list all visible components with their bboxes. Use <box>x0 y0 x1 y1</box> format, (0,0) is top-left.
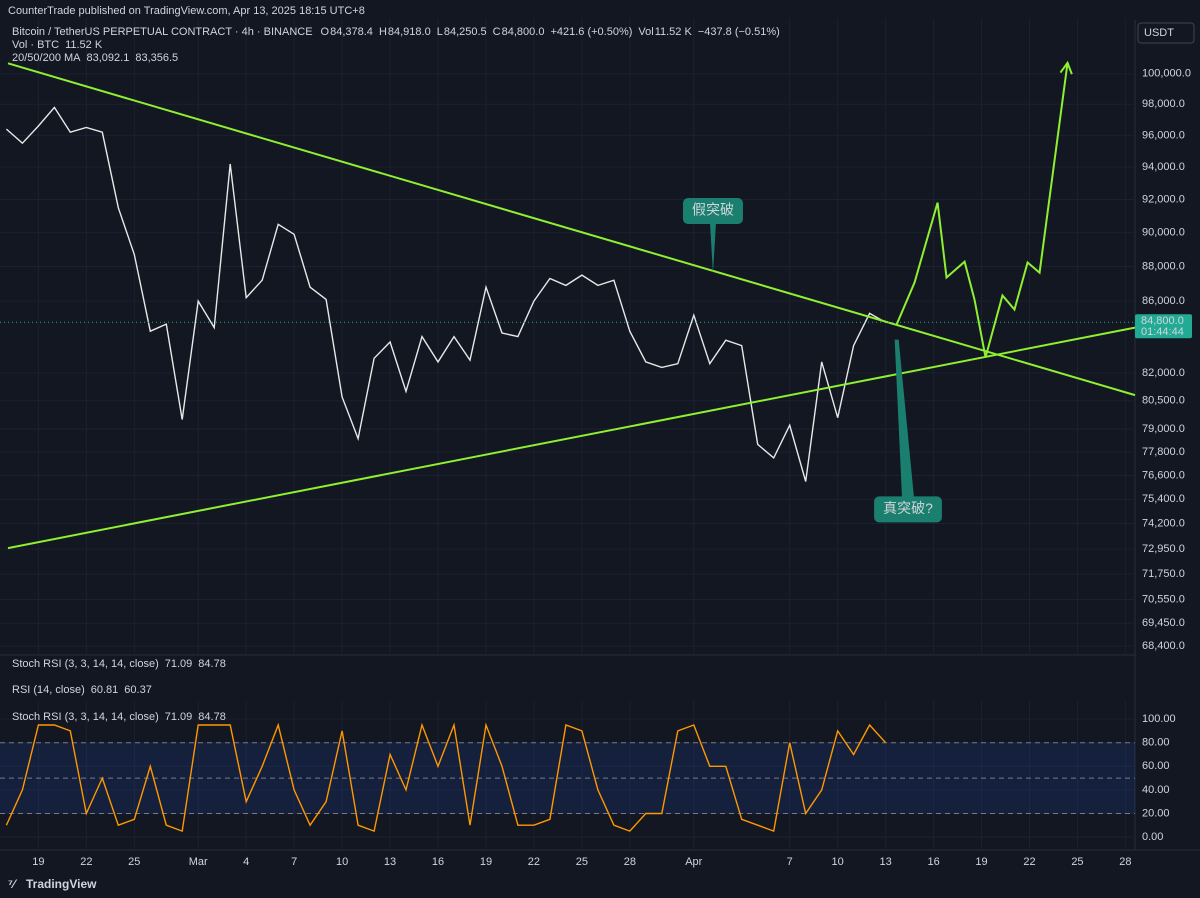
x-tick-label: 10 <box>336 856 348 868</box>
pane-legend: RSI (14, close) <box>12 684 85 696</box>
pane-value: 84.78 <box>198 658 226 670</box>
y-tick-label: 100.00 <box>1142 713 1176 725</box>
y-tick-label: 76,600.0 <box>1142 469 1185 481</box>
y-tick-label: 82,000.0 <box>1142 367 1185 379</box>
x-tick-label: 19 <box>480 856 492 868</box>
y-tick-label: 74,200.0 <box>1142 517 1185 529</box>
vol-value: 11.52 K <box>655 26 693 38</box>
y-tick-label: 96,000.0 <box>1142 129 1185 141</box>
pane-value: 84.78 <box>198 711 226 723</box>
y-tick-label: 90,000.0 <box>1142 227 1185 239</box>
y-tick-label: 40.00 <box>1142 784 1170 796</box>
pane-legend: Stoch RSI (3, 3, 14, 14, close) <box>12 711 159 723</box>
x-tick-label: 22 <box>1023 856 1035 868</box>
x-tick-label: 22 <box>528 856 540 868</box>
y-tick-label: 100,000.0 <box>1142 68 1191 80</box>
x-tick-label: 16 <box>432 856 444 868</box>
currency-box <box>1137 22 1195 44</box>
x-tick-label: 25 <box>576 856 588 868</box>
last-price-box <box>1135 314 1192 339</box>
y-tick-label: 86,000.0 <box>1142 295 1185 307</box>
projection-path <box>895 62 1069 358</box>
y-tick-label: 20.00 <box>1142 807 1170 819</box>
ohlc-label: H <box>379 26 387 38</box>
x-tick-label: 7 <box>291 856 297 868</box>
ohlc-label: O <box>321 26 330 38</box>
y-tick-label: 92,000.0 <box>1142 193 1185 205</box>
projection-path-head <box>1059 60 1073 75</box>
x-tick-label: 19 <box>975 856 987 868</box>
ohlc-value: 84,800.0 <box>502 26 545 38</box>
pane-value: 60.37 <box>124 684 152 696</box>
x-tick-label: 28 <box>1119 856 1131 868</box>
ma-value: 83,356.5 <box>135 52 178 64</box>
pane-value: 71.09 <box>165 658 193 670</box>
y-tick-label: 77,800.0 <box>1142 446 1185 458</box>
annotation-text: 假突破 <box>692 202 734 218</box>
ma-value: 83,092.1 <box>87 52 130 64</box>
y-tick-label: 68,400.0 <box>1142 640 1185 652</box>
annotation-arrow <box>894 339 915 498</box>
volume-value: 11.52 K <box>65 39 103 51</box>
countdown: 01:44:44 <box>1141 326 1184 338</box>
x-tick-label: 7 <box>787 856 793 868</box>
pane-value: 60.81 <box>91 684 119 696</box>
volume-legend: Vol · BTC <box>12 39 59 51</box>
x-tick-label: 28 <box>624 856 636 868</box>
y-tick-label: 88,000.0 <box>1142 260 1185 272</box>
x-tick-label: 16 <box>927 856 939 868</box>
x-tick-label: 13 <box>879 856 891 868</box>
symbol-title: Bitcoin / TetherUS PERPETUAL CONTRACT · … <box>12 26 313 38</box>
x-tick-label: Apr <box>685 856 702 868</box>
change: +421.6 (+0.50%) <box>550 26 632 38</box>
y-tick-label: 70,550.0 <box>1142 593 1185 605</box>
annotation-arrow <box>709 222 716 274</box>
last-price-label: 84,800.0 <box>1141 315 1184 327</box>
x-tick-label: 25 <box>128 856 140 868</box>
y-tick-label: 60.00 <box>1142 760 1170 772</box>
ohlc-value: 84,378.4 <box>330 26 373 38</box>
y-tick-label: 71,750.0 <box>1142 568 1185 580</box>
x-tick-label: 13 <box>384 856 396 868</box>
y-tick-label: 75,400.0 <box>1142 493 1185 505</box>
ma-legend: 20/50/200 MA <box>12 52 81 64</box>
trendline <box>7 326 1136 550</box>
vol-change: −437.8 (−0.51%) <box>698 26 780 38</box>
y-tick-label: 0.00 <box>1142 831 1163 843</box>
trendline <box>7 62 1136 397</box>
x-tick-label: 25 <box>1071 856 1083 868</box>
pane-legend: Stoch RSI (3, 3, 14, 14, close) <box>12 658 159 670</box>
y-tick-label: 80.00 <box>1142 737 1170 749</box>
x-tick-label: 22 <box>80 856 92 868</box>
x-tick-label: 4 <box>243 856 249 868</box>
brand-logo: ⁷⁄ <box>8 877 18 891</box>
publisher: CounterTrade published on TradingView.co… <box>8 5 365 17</box>
y-tick-label: 79,000.0 <box>1142 423 1185 435</box>
y-tick-label: 80,500.0 <box>1142 395 1185 407</box>
ohlc-value: 84,918.0 <box>388 26 431 38</box>
y-tick-label: 72,950.0 <box>1142 543 1185 555</box>
series-line <box>5 722 887 833</box>
pane-value: 71.09 <box>165 711 193 723</box>
annotation-text: 真突破? <box>883 500 933 516</box>
y-tick-label: 98,000.0 <box>1142 98 1185 110</box>
vol-label: Vol <box>638 26 653 38</box>
currency: USDT <box>1144 27 1174 39</box>
annotation-box <box>874 496 942 523</box>
ohlc-label: C <box>493 26 501 38</box>
y-tick-label: 69,450.0 <box>1142 617 1185 629</box>
ohlc-value: 84,250.5 <box>444 26 487 38</box>
brand: TradingView <box>26 877 97 891</box>
x-tick-label: 19 <box>32 856 44 868</box>
annotation-box <box>682 197 743 224</box>
series-line <box>5 106 886 482</box>
x-tick-label: 10 <box>832 856 844 868</box>
x-tick-label: Mar <box>189 856 208 868</box>
y-tick-label: 94,000.0 <box>1142 161 1185 173</box>
ohlc-label: L <box>437 26 443 38</box>
